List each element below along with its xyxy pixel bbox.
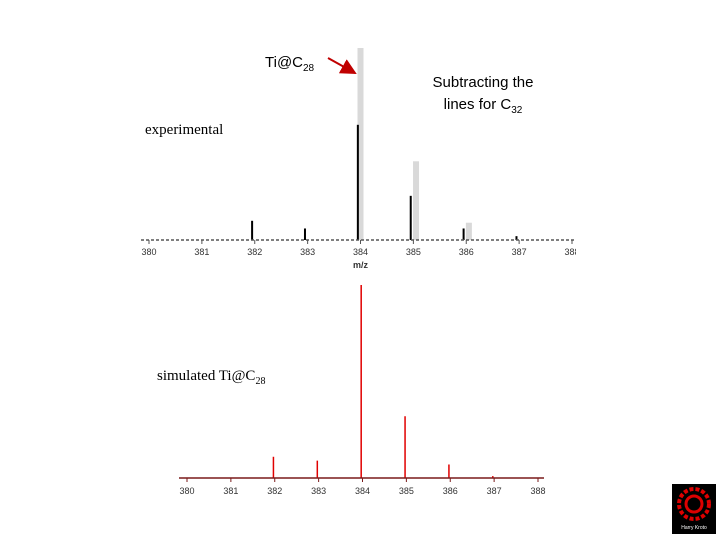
x-tick-label: 380 (179, 486, 194, 496)
note-text: lines for C (444, 96, 512, 113)
x-tick-label: 387 (487, 486, 502, 496)
peak (409, 195, 412, 240)
chart-annotation: simulated Ti@C28 (157, 368, 265, 387)
x-tick-label: 381 (223, 486, 238, 496)
x-tick-label: 382 (267, 486, 282, 496)
chart: 380 381 382 383 384 385 386 387 388 (179, 285, 546, 496)
annotation-sub: 28 (255, 376, 265, 387)
peak (272, 456, 275, 478)
x-tick-label: 382 (247, 247, 262, 257)
peak (462, 228, 465, 240)
peak (356, 124, 359, 240)
peak (251, 220, 254, 240)
label: Ti@C28 (265, 54, 315, 74)
x-tick-label: 381 (194, 247, 209, 257)
x-tick-label: 384 (355, 486, 370, 496)
x-tick-label: 383 (311, 486, 326, 496)
peak (448, 464, 450, 478)
logo: Harry Kroto (672, 484, 716, 534)
x-tick-label: 386 (459, 247, 474, 257)
peak (492, 476, 494, 478)
note-sub: 32 (511, 105, 523, 116)
chart-annotation: experimental (145, 122, 223, 138)
x-tick-label: 384 (353, 247, 368, 257)
chart: 380 381 382 383 384 385 386 387 388 m/z (141, 48, 579, 270)
label-sub: 28 (303, 63, 315, 74)
x-axis-label: m/z (353, 260, 369, 270)
peak (465, 222, 472, 240)
x-tick-label: 385 (406, 247, 421, 257)
arrow (327, 57, 357, 74)
peak (357, 48, 364, 240)
x-tick-label: 388 (530, 486, 545, 496)
peak (303, 228, 306, 240)
peak (404, 416, 406, 478)
logo-text: Harry Kroto (681, 525, 707, 531)
x-tick-label: 387 (512, 247, 527, 257)
x-tick-label: 386 (443, 486, 458, 496)
x-tick-label: 388 (564, 247, 579, 257)
x-tick-label: 383 (300, 247, 315, 257)
note-line: Subtracting the (433, 74, 534, 91)
annotation-text: simulated Ti@C (157, 368, 255, 384)
peak (360, 285, 362, 478)
peak (316, 460, 319, 478)
x-tick-label: 380 (141, 247, 156, 257)
peak (413, 161, 420, 240)
peak (515, 236, 518, 240)
note-line: lines for C32 (444, 96, 523, 116)
label-text: Ti@C (265, 54, 303, 71)
annotation-text: experimental (145, 122, 223, 138)
x-tick-label: 385 (399, 486, 414, 496)
